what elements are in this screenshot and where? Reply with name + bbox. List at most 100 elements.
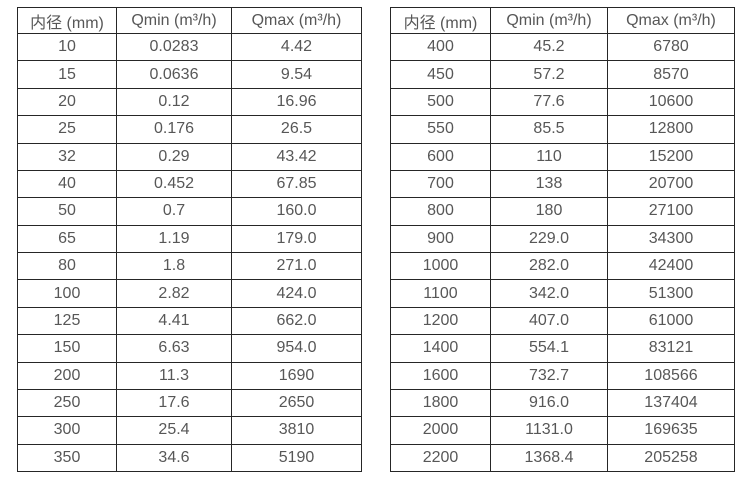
table-cell: 65: [17, 224, 117, 254]
table-cell: 1.19: [116, 224, 232, 254]
table-cell: 600: [390, 142, 491, 171]
table-cell: 1368.4: [490, 443, 608, 473]
table-row: 10 0.0283 4.42: [17, 32, 362, 62]
table-cell: 8570: [607, 60, 735, 89]
table-row: 400 45.2 6780: [390, 32, 735, 62]
flow-spec-table-small-diameters: 内径 (mm) Qmin (m³/h) Qmax (m³/h) 10 0.0283…: [17, 7, 362, 473]
table-row: 125 4.41 662.0: [17, 306, 362, 336]
table-cell: 20700: [607, 169, 735, 199]
table-row: 2200 1368.4 205258: [390, 443, 735, 473]
table-row: 65 1.19 179.0: [17, 224, 362, 254]
table-cell: 0.12: [116, 87, 232, 117]
table-cell: 732.7: [490, 361, 608, 390]
table-row: 50 0.7 160.0: [17, 197, 362, 226]
table-cell: 662.0: [231, 306, 362, 336]
table-cell: 125: [17, 306, 117, 336]
table-cell: 1131.0: [490, 416, 608, 445]
table-cell: 169635: [607, 416, 735, 445]
table-cell: 25: [17, 115, 117, 144]
table-cell: 26.5: [231, 115, 362, 144]
table-cell: 40: [17, 169, 117, 199]
table-cell: 6780: [607, 32, 735, 62]
table-row: 80 1.8 271.0: [17, 251, 362, 281]
table-cell: 16.96: [231, 87, 362, 117]
table-cell: 9.54: [231, 60, 362, 89]
table-cell: 100: [17, 279, 117, 308]
table-cell: 150: [17, 334, 117, 363]
table-cell: 407.0: [490, 306, 608, 336]
table-cell: 282.0: [490, 251, 608, 281]
table-cell: 205258: [607, 443, 735, 473]
table-cell: 25.4: [116, 416, 232, 445]
table-cell: 300: [17, 416, 117, 445]
table-cell: 200: [17, 361, 117, 390]
table-row: 1000 282.0 42400: [390, 251, 735, 281]
table-cell: 271.0: [231, 251, 362, 281]
table-row: 1800 916.0 137404: [390, 388, 735, 418]
table-cell: 137404: [607, 388, 735, 418]
table-row: 700 138 20700: [390, 169, 735, 199]
table-cell: 0.0283: [116, 32, 232, 62]
table-cell: 10: [17, 32, 117, 62]
table-cell: 800: [390, 197, 491, 226]
table-cell: 400: [390, 32, 491, 62]
table-cell: 0.7: [116, 197, 232, 226]
table-row: 1600 732.7 108566: [390, 361, 735, 390]
table-cell: 1200: [390, 306, 491, 336]
table-cell: 42400: [607, 251, 735, 281]
table-cell: 554.1: [490, 334, 608, 363]
column-header-qmax: Qmax (m³/h): [231, 7, 362, 34]
table-cell: 34300: [607, 224, 735, 254]
table-cell: 67.85: [231, 169, 362, 199]
table-cell: 17.6: [116, 388, 232, 418]
column-header-diameter: 内径 (mm): [17, 7, 117, 34]
table-cell: 954.0: [231, 334, 362, 363]
table-header-row: 内径 (mm) Qmin (m³/h) Qmax (m³/h): [390, 7, 735, 34]
table-cell: 32: [17, 142, 117, 171]
table-row: 15 0.0636 9.54: [17, 60, 362, 89]
table-cell: 1100: [390, 279, 491, 308]
table-row: 200 11.3 1690: [17, 361, 362, 390]
table-row: 800 180 27100: [390, 197, 735, 226]
table-cell: 34.6: [116, 443, 232, 473]
table-cell: 1.8: [116, 251, 232, 281]
table-cell: 5190: [231, 443, 362, 473]
table-cell: 0.29: [116, 142, 232, 171]
table-cell: 85.5: [490, 115, 608, 144]
table-row: 32 0.29 43.42: [17, 142, 362, 171]
table-cell: 6.63: [116, 334, 232, 363]
column-header-diameter: 内径 (mm): [390, 7, 491, 34]
table-row: 600 110 15200: [390, 142, 735, 171]
table-cell: 550: [390, 115, 491, 144]
table-cell: 2.82: [116, 279, 232, 308]
table-cell: 1600: [390, 361, 491, 390]
table-row: 350 34.6 5190: [17, 443, 362, 473]
table-header: 内径 (mm) Qmin (m³/h) Qmax (m³/h): [17, 7, 362, 34]
table-cell: 20: [17, 87, 117, 117]
table-cell: 350: [17, 443, 117, 473]
column-header-qmax: Qmax (m³/h): [607, 7, 735, 34]
table-cell: 43.42: [231, 142, 362, 171]
table-row: 450 57.2 8570: [390, 60, 735, 89]
table-body: 10 0.0283 4.42 15 0.0636 9.54 20 0.12 16.96 25 0.1…: [17, 32, 362, 473]
table-row: 900 229.0 34300: [390, 224, 735, 254]
table-cell: 2650: [231, 388, 362, 418]
table-cell: 0.176: [116, 115, 232, 144]
table-cell: 4.41: [116, 306, 232, 336]
table-cell: 2200: [390, 443, 491, 473]
table-cell: 57.2: [490, 60, 608, 89]
table-row: 40 0.452 67.85: [17, 169, 362, 199]
table-header: 内径 (mm) Qmin (m³/h) Qmax (m³/h): [390, 7, 735, 34]
table-cell: 424.0: [231, 279, 362, 308]
table-cell: 1800: [390, 388, 491, 418]
table-cell: 450: [390, 60, 491, 89]
table-cell: 1400: [390, 334, 491, 363]
table-row: 20 0.12 16.96: [17, 87, 362, 117]
table-cell: 2000: [390, 416, 491, 445]
flow-spec-table-large-diameters: 内径 (mm) Qmin (m³/h) Qmax (m³/h) 400 45.2 6…: [390, 7, 735, 473]
table-cell: 342.0: [490, 279, 608, 308]
table-cell: 3810: [231, 416, 362, 445]
table-cell: 0.0636: [116, 60, 232, 89]
table-cell: 27100: [607, 197, 735, 226]
